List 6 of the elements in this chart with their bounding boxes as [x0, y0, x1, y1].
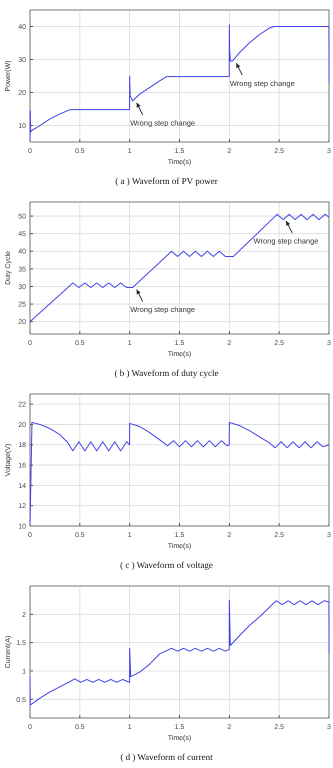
text: ( d ) Waveform of current	[120, 752, 214, 762]
text: ( b ) Waveform of duty cycle	[114, 368, 219, 378]
line-series	[30, 600, 330, 706]
text: ( c ) Waveform of voltage	[120, 560, 213, 570]
line-series	[30, 214, 330, 322]
text: ( a ) Waveform of PV power	[115, 176, 218, 186]
